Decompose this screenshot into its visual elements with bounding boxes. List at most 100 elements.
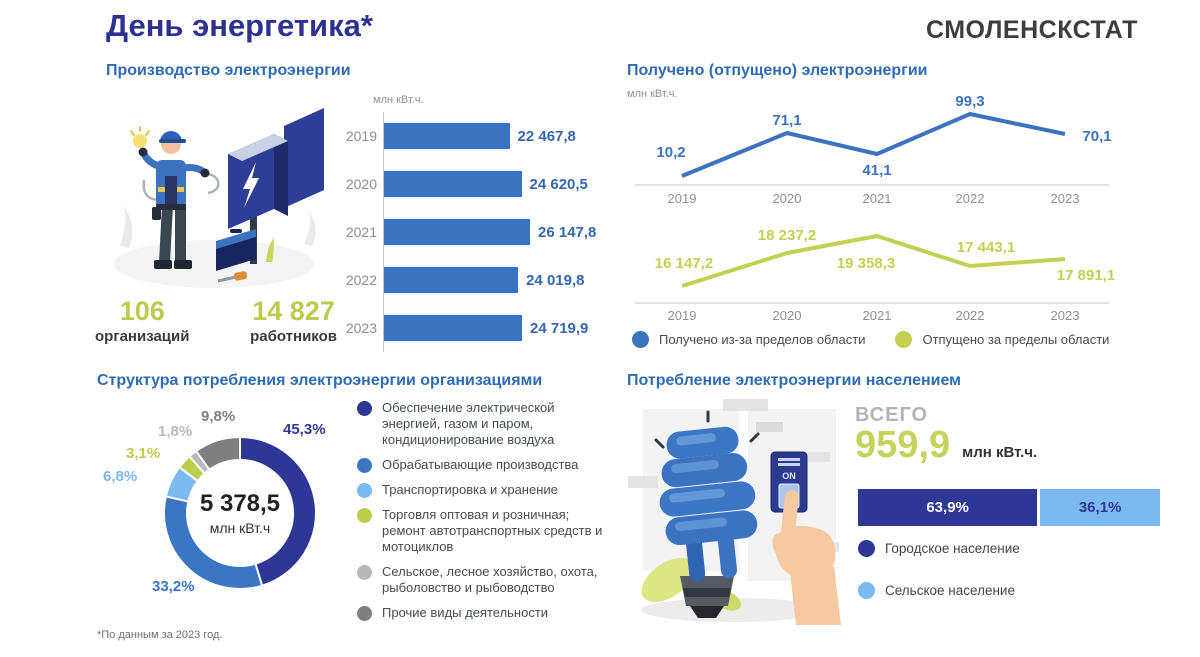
production-stats: 106 организаций 14 827 работников	[95, 296, 337, 346]
structure-legend-label: Транспортировка и хранение	[382, 482, 558, 497]
bar-value-label: 26 147,8	[538, 223, 597, 241]
population-legend: Городское население Сельское население	[858, 540, 1020, 624]
population-stacked-bar: 63,9% 36,1%	[858, 489, 1160, 526]
toolbox-icon	[216, 229, 256, 271]
org-logo: СМОЛЕНСКСТАТ	[926, 16, 1138, 44]
hand-icon	[772, 490, 841, 625]
donut-rings	[163, 435, 317, 590]
bar-track: 24 019,8	[383, 256, 603, 304]
flows-legend-label: Получено из-за пределов области	[659, 332, 866, 347]
leaf-decoration-icon	[304, 210, 316, 246]
production-section-title: Производство электроэнергии	[106, 62, 351, 79]
flows-legend-item: Отпущено за пределы области	[895, 331, 1109, 348]
organizations-stat: 106 организаций	[95, 296, 190, 346]
worker-figure-icon	[130, 126, 220, 269]
structure-legend-label: Торговля оптовая и розничная; ремонт авт…	[382, 507, 603, 554]
bulb-switch-illustration: ON	[628, 399, 841, 625]
population-total-row: 959,9 млн кВт.ч.	[855, 426, 1037, 464]
donut-center: 5 378,5 млн кВт.ч	[190, 490, 290, 536]
bar-track: 22 467,8	[383, 112, 603, 160]
legend-dot-icon	[357, 483, 372, 498]
bar-year-label: 2022	[345, 272, 377, 288]
light-bulb-icon	[133, 134, 147, 148]
grass-icon	[266, 238, 274, 262]
structure-legend-label: Сельское, лесное хозяйство, охота, рыбол…	[382, 564, 598, 595]
received-line-chart: 10,2 2019 71,1 2020 41,1 2021 99,3 2022 70,1 2023	[635, 93, 1112, 206]
line-point-label: 16 147,2	[655, 255, 713, 272]
legend-dot-icon	[357, 401, 372, 416]
organizations-label: организаций	[95, 328, 190, 345]
flows-legend-item: Получено из-за пределов области	[632, 331, 865, 348]
structure-donut-chart: 5 378,5 млн кВт.ч 45,3% 33,2% 6,8% 3,1% 1,8%…	[95, 396, 407, 631]
legend-dot-icon	[357, 565, 372, 580]
bar-fill	[384, 267, 519, 293]
production-bar-row: 2023 24 719,9	[341, 304, 603, 352]
line-point-label: 10,2	[656, 144, 685, 161]
donut-percent-label: 9,8%	[201, 408, 236, 425]
line-point-label: 71,1	[772, 112, 801, 129]
page-title: День энергетика*	[106, 8, 373, 43]
bar-fill	[384, 171, 522, 197]
leaf-icon	[641, 557, 695, 603]
production-bar-row: 2021 26 147,8	[341, 208, 603, 256]
bar-track: 26 147,8	[383, 208, 603, 256]
flows-unit-label: млн кВт.ч.	[627, 88, 678, 100]
legend-dot-icon	[858, 540, 875, 557]
released-line-chart: 16 147,2 2019 18 237,2 2020 19 358,3 2021 17 4…	[635, 227, 1115, 323]
structure-legend-label: Обеспечение электрической энергией, газо…	[382, 400, 555, 447]
organizations-count: 106	[119, 296, 165, 326]
structure-legend-item: Транспортировка и хранение	[357, 482, 609, 498]
population-total-value: 959,9	[855, 424, 951, 466]
x-axis-year-label: 2020	[773, 191, 802, 206]
flows-legend-label: Отпущено за пределы области	[922, 332, 1110, 347]
legend-dot-icon	[632, 331, 649, 348]
legend-dot-icon	[357, 458, 372, 473]
x-axis-year-label: 2021	[863, 308, 892, 323]
donut-segment	[194, 435, 241, 472]
x-axis-year-label: 2022	[956, 191, 985, 206]
bar-year-label: 2019	[345, 128, 377, 144]
population-total-label: ВСЕГО	[855, 404, 929, 426]
lightning-bolt-icon	[243, 162, 259, 208]
donut-percent-label: 3,1%	[126, 445, 161, 462]
x-axis-year-label: 2019	[668, 308, 697, 323]
donut-center-value: 5 378,5	[199, 490, 281, 517]
population-total-unit: млн кВт.ч.	[962, 444, 1038, 461]
line-point-label: 70,1	[1082, 128, 1111, 145]
structure-section-title: Структура потребления электроэнергии орг…	[97, 372, 543, 389]
donut-percent-label: 6,8%	[103, 468, 138, 485]
bar-year-label: 2021	[345, 224, 377, 240]
electric-panel-icon	[228, 108, 324, 264]
structure-legend-label: Прочие виды деятельности	[382, 605, 549, 620]
structure-legend-item: Торговля оптовая и розничная; ремонт авт…	[357, 507, 609, 555]
legend-dot-icon	[858, 582, 875, 599]
bar-year-label: 2023	[345, 320, 377, 336]
bar-fill	[384, 315, 522, 341]
x-axis-year-label: 2022	[956, 308, 985, 323]
legend-dot-icon	[895, 331, 913, 348]
electrician-illustration	[114, 108, 324, 288]
donut-segment	[239, 435, 317, 587]
bar-fill	[384, 123, 510, 149]
workers-label: работников	[250, 328, 337, 345]
population-legend-item: Городское население	[858, 540, 1020, 557]
leaf-decoration-icon	[120, 205, 133, 248]
production-unit-label: млн кВт.ч.	[373, 94, 424, 106]
line-point-label: 17 443,1	[957, 239, 1015, 256]
population-bar-segment: 63,9%	[858, 489, 1038, 526]
donut-center-unit: млн кВт.ч	[209, 520, 271, 536]
population-bar-segment: 36,1%	[1040, 489, 1160, 526]
structure-legend-item: Обрабатывающие производства	[357, 457, 609, 473]
x-axis-year-label: 2023	[1051, 191, 1080, 206]
structure-legend-item: Обеспечение электрической энергией, газо…	[357, 400, 609, 448]
bar-track: 24 620,5	[383, 160, 603, 208]
x-axis-year-label: 2021	[863, 191, 892, 206]
legend-dot-icon	[357, 606, 372, 621]
line-point-label: 19 358,3	[837, 255, 895, 272]
bar-value-label: 24 019,8	[526, 271, 585, 289]
line-point-label: 41,1	[862, 162, 891, 179]
bar-value-label: 22 467,8	[517, 127, 576, 145]
footnote: *По данным за 2023 год.	[97, 629, 223, 641]
production-bar-row: 2022 24 019,8	[341, 256, 603, 304]
